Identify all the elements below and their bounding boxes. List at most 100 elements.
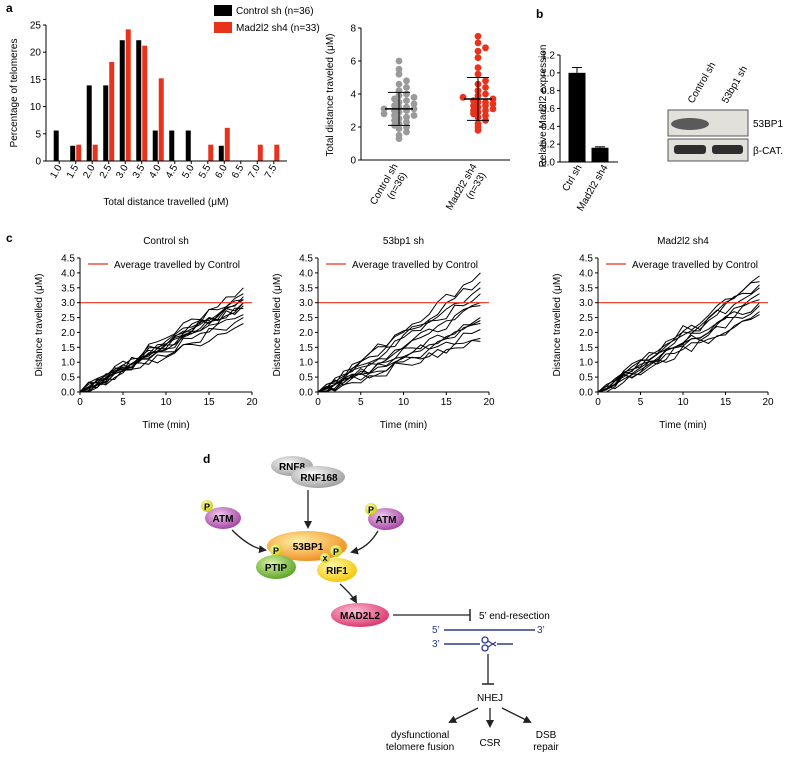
hist-x-tick-label: 6.0	[213, 163, 230, 181]
trajectory-y-tick-label: 4.5	[579, 254, 593, 265]
lane-label-53bp1: 53bp1 sh	[720, 64, 750, 105]
hist-x-tick-label: 2.5	[98, 163, 115, 181]
trajectory-line	[317, 281, 481, 393]
node-rnf168	[291, 466, 345, 488]
trajectory-x-tick-label: 5	[638, 397, 644, 408]
legend-swatch-control	[214, 5, 232, 16]
panel-label-c: c	[6, 231, 13, 245]
scatter-point	[403, 128, 410, 136]
dna-5prime-left: 5’	[432, 625, 440, 636]
label-rif1: RIF1	[326, 566, 348, 577]
hist-bar-control	[86, 85, 92, 161]
label-resection: 5’ end-resection	[479, 611, 550, 622]
trajectory-line	[317, 305, 481, 393]
label-53bp1: 53BP1	[293, 542, 324, 553]
expr-bar	[568, 72, 586, 162]
hist-x-label: Total distance travelled (μM)	[103, 197, 228, 208]
expr-y-tick-label: 0.4	[541, 122, 555, 133]
trajectory-y-tick-label: 4.0	[579, 268, 593, 279]
trajectory-y-tick-label: 1.0	[579, 358, 593, 369]
scatter-point	[489, 100, 497, 108]
scatter-point	[410, 100, 418, 108]
trajectory-y-tick-label: 0.5	[61, 373, 75, 384]
scatter-point	[482, 107, 489, 114]
scatter-point	[474, 54, 482, 62]
scatter-y-tick-label: 0	[350, 156, 356, 167]
dna-3prime-left: 3’	[432, 639, 440, 650]
trajectory-line	[79, 296, 244, 393]
arrow-nhej-to-dsb	[501, 707, 532, 723]
hist-x-tick-label: 4.0	[147, 163, 164, 181]
scatter-chart: 0 2 4 6 8 Total distance traveled (μM) Contr…	[325, 24, 510, 213]
scatter-point	[482, 112, 489, 119]
node-atm-left	[205, 507, 241, 529]
trajectory-y-tick-label: 3.0	[61, 298, 75, 309]
panel-label-b: b	[536, 7, 543, 21]
scatter-point	[474, 47, 482, 55]
pathway-diagram: RNF8 RNF168 ATM P ATM P 53BP1 PTIP RIF1 …	[201, 456, 559, 753]
trajectory-line	[317, 293, 481, 393]
dna-3prime-right: 3’	[537, 625, 545, 636]
hist-bar-mad2l2	[92, 144, 98, 161]
scatter-point	[474, 120, 482, 128]
scatter-point	[395, 57, 403, 65]
trajectory-y-tick-label: 4.0	[61, 268, 75, 279]
scatter-point	[489, 105, 497, 113]
hist-y-tick-label: 15	[30, 75, 42, 86]
hist-bar-control	[218, 145, 224, 161]
expression-chart: 0.0 0.2 0.4 0.6 0.8 1.0 1.2 Relative Mad2l2 ex…	[538, 45, 618, 213]
panel-label-d: d	[203, 452, 210, 466]
label-rnf168: RNF168	[300, 473, 338, 484]
label-p-atm-left: P	[204, 502, 210, 512]
scatter-point	[395, 80, 403, 88]
hist-y-label: Percentage of telomeres	[9, 39, 20, 148]
expr-y-tick-label: 0.2	[541, 140, 555, 151]
trajectory-line	[79, 293, 244, 393]
scatter-point	[380, 110, 388, 118]
legend-label-control: Control sh (n=36)	[236, 6, 314, 17]
hist-y-tick-label: 25	[30, 21, 42, 32]
outcome-dsb-l2: repair	[533, 742, 559, 753]
trajectory-title: 53bp1 sh	[383, 236, 424, 247]
arrow-atm-right	[350, 530, 379, 555]
trajectory-y-tick-label: 0.5	[579, 373, 593, 384]
hist-x-tick-label: 5.0	[180, 163, 197, 181]
hist-bar-mad2l2	[76, 144, 82, 161]
scatter-point	[482, 84, 489, 91]
trajectory-x-tick-label: 5	[120, 397, 126, 408]
scatter-cat-label-mad2l2: Mad2l2 sh4 (n=33)	[444, 162, 488, 213]
trajectory-line	[597, 311, 760, 393]
hist-bar-control	[136, 40, 142, 162]
trajectory-x-label: Time (min)	[142, 420, 189, 431]
scatter-point	[395, 65, 403, 73]
trajectory-line	[79, 317, 244, 393]
scatter-point	[474, 39, 482, 47]
hist-bar-mad2l2	[208, 144, 214, 161]
hist-bar-mad2l2	[257, 144, 263, 161]
label-atm-right: ATM	[376, 515, 397, 526]
hist-y-tick-label: 5	[35, 129, 41, 140]
trajectory-y-tick-label: 1.0	[299, 358, 313, 369]
hist-bar-control	[169, 130, 175, 161]
hist-y-tick-label: 20	[30, 48, 42, 59]
legend-swatch-mad2l2	[214, 22, 232, 33]
scatter-point	[403, 113, 410, 121]
expr-y-tick-label: 0.8	[541, 86, 555, 97]
label-atm-left: ATM	[213, 514, 234, 525]
trajectory-y-tick-label: 0.5	[299, 373, 313, 384]
scatter-point	[474, 70, 482, 78]
scatter-point	[482, 98, 489, 106]
hist-x-tick-label: 4.5	[164, 163, 181, 181]
scatter-point	[403, 77, 410, 85]
trajectory-y-label: Distance travelled (μM)	[34, 273, 45, 376]
hist-bar-control	[103, 85, 109, 161]
outcome-fusion-l2: telomere fusion	[386, 742, 454, 753]
hist-bar-mad2l2	[274, 144, 280, 161]
trajectory-x-tick-label: 10	[398, 397, 410, 408]
trajectory-y-label: Distance travelled (μM)	[552, 273, 563, 376]
trajectory-x-tick-label: 5	[358, 397, 364, 408]
trajectory-x-tick-label: 15	[441, 397, 453, 408]
lane-label-control: Control sh	[686, 61, 718, 106]
arrow-nhej-to-fusion	[448, 707, 479, 723]
trajectory-y-tick-label: 3.0	[299, 298, 313, 309]
